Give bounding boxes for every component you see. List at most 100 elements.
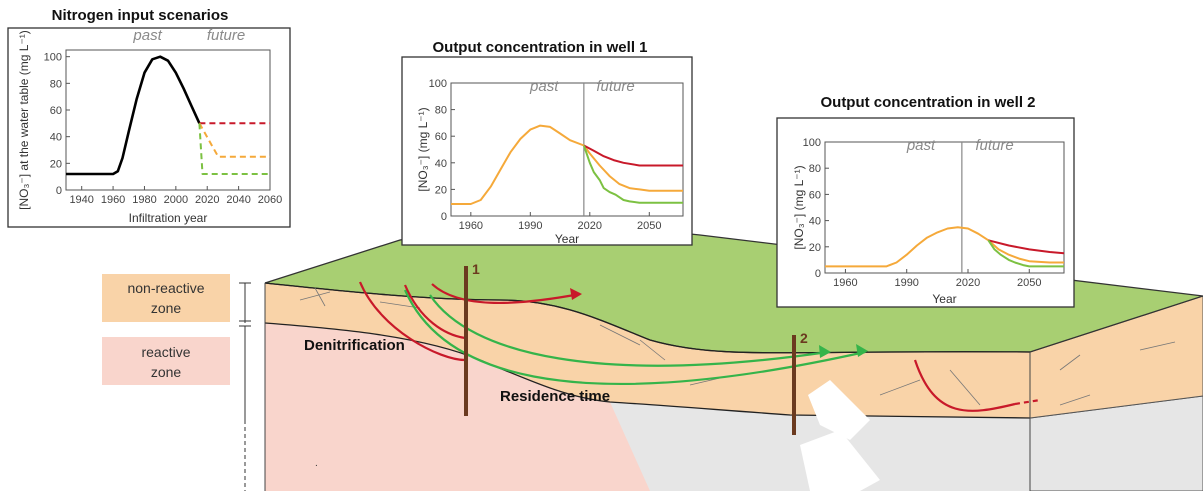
input-ytick-label: 20 (50, 158, 62, 170)
well2-ytick-label: 60 (809, 189, 821, 201)
input-frame (7, 27, 291, 228)
arrowhead-shallow (570, 288, 582, 300)
well-2-number: 2 (800, 330, 808, 346)
input-xtick-label: 1940 (69, 194, 93, 206)
input-ytick-label: 40 (50, 132, 62, 144)
input-future-label: future (207, 27, 245, 44)
denitrification-arrow-2 (403, 284, 466, 340)
well1-ytick-label: 0 (441, 211, 447, 223)
well1-past-label: past (529, 78, 559, 95)
well1-xlabel: Year (555, 232, 579, 246)
well2-xtick-label: 1990 (894, 277, 918, 289)
well1-ytick-label: 20 (435, 184, 447, 196)
input-series-black (66, 55, 201, 176)
well2-cutout (808, 380, 870, 440)
input-series-green (198, 123, 270, 175)
reactive-swatch (102, 337, 230, 385)
well2-ytick-label: 80 (809, 163, 821, 175)
well2-future-label: future (975, 137, 1013, 154)
arrowhead-short (819, 345, 831, 358)
well2-xtick-label: 2020 (956, 277, 980, 289)
well-2: 2 (792, 330, 808, 435)
well2-xtick-label: 1960 (833, 277, 857, 289)
input-ylabel: [NO₃⁻] at the water table (mg L⁻¹) (17, 30, 31, 210)
small-dot: . (315, 458, 318, 469)
well1-ylabel: [NO₃⁻] (mg L⁻¹) (416, 107, 430, 191)
denitrification-label: Denitrification (304, 337, 405, 354)
input-xtick-label: 2060 (258, 194, 282, 206)
arrowhead-long (856, 344, 868, 357)
nonreactive-label-line2: zone (151, 300, 182, 316)
well1-series-orange (451, 124, 683, 205)
flow-paths (358, 281, 1041, 412)
well1-ytick-label: 60 (435, 131, 447, 143)
well-2-casing (792, 335, 796, 435)
input-xtick-label: 2020 (195, 194, 219, 206)
well2-frame (776, 117, 1075, 308)
well2-xlabel: Year (932, 292, 956, 306)
well1-xtick-label: 2020 (578, 220, 602, 232)
well2-cutout-lower (800, 430, 880, 491)
downstream-path (913, 359, 1016, 412)
reactive-label-line1: reactive (141, 344, 190, 360)
reactive-label-line2: zone (151, 364, 182, 380)
input-xtick-label: 1960 (101, 194, 125, 206)
nonreactive-zone-layer (265, 283, 1030, 418)
well1-xtick-label: 1990 (518, 220, 542, 232)
well1-frame (401, 56, 693, 246)
well1-series-red (583, 144, 683, 167)
well1-ytick-label: 80 (435, 105, 447, 117)
residence-arrow-long (403, 289, 866, 386)
well2-title: Output concentration in well 2 (820, 94, 1035, 111)
well2-series-red (988, 239, 1065, 255)
input-ytick-label: 0 (56, 185, 62, 197)
fracture-marks (299, 287, 1176, 406)
residence-arrow-short (429, 294, 829, 367)
input-ytick-label: 100 (44, 52, 62, 64)
input-xlabel: Infiltration year (129, 211, 208, 225)
well1-ytick-label: 40 (435, 158, 447, 170)
input-scenarios-chart: Nitrogen input scenarios0204060801001940… (7, 7, 291, 228)
well2-ytick-label: 20 (809, 242, 821, 254)
well2-output-chart: Output concentration in well 2 0 20 40 60 80 1… (776, 94, 1075, 308)
well2-series-green (987, 239, 1064, 268)
input-xtick-label: 2040 (226, 194, 250, 206)
well1-output-chart: Output concentration in well 1 0 20 40 60 80 1… (401, 39, 693, 246)
residence-time-label: Residence time (500, 388, 610, 405)
well-1-casing (464, 266, 468, 416)
well2-ytick-label: 40 (809, 216, 821, 228)
well2-past-label: past (906, 137, 936, 154)
downstream-path-dotted (1014, 398, 1041, 406)
input-past-label: past (132, 27, 162, 44)
nonreactive-label-line1: non-reactive (127, 280, 204, 296)
shallow-arrow (431, 283, 581, 305)
well1-xtick-label: 2050 (637, 220, 661, 232)
well2-xtick-label: 2050 (1017, 277, 1041, 289)
well2-series-orange (825, 226, 1064, 268)
well1-ytick-label: 100 (429, 78, 447, 90)
zone-boundary-line (264, 322, 1031, 419)
well-1-number: 1 (472, 261, 480, 277)
nonreactive-swatch (102, 274, 230, 322)
input-series-orange (198, 122, 270, 158)
landscape-block (264, 225, 1203, 491)
well2-ytick-label: 0 (815, 268, 821, 280)
denitrification-arrow-1 (358, 281, 466, 362)
input-title: Nitrogen input scenarios (52, 7, 229, 24)
well2-plot-area (824, 141, 1065, 274)
well-1: 1 (464, 261, 480, 416)
input-ytick-label: 80 (50, 78, 62, 90)
well2-ylabel: [NO₃⁻] (mg L⁻¹) (792, 165, 806, 249)
zone-legend: non-reactive zone reactive zone (102, 274, 251, 491)
top-edge-line (264, 282, 1031, 354)
well1-title: Output concentration in well 1 (432, 39, 647, 56)
input-plot-area (65, 49, 271, 191)
well1-series-green (582, 145, 683, 204)
well2-ytick-label: 100 (803, 137, 821, 149)
input-xtick-label: 2000 (164, 194, 188, 206)
well1-future-label: future (596, 78, 634, 95)
input-ytick-label: 60 (50, 105, 62, 117)
input-xtick-label: 1980 (132, 194, 156, 206)
well1-plot-area (450, 82, 684, 217)
